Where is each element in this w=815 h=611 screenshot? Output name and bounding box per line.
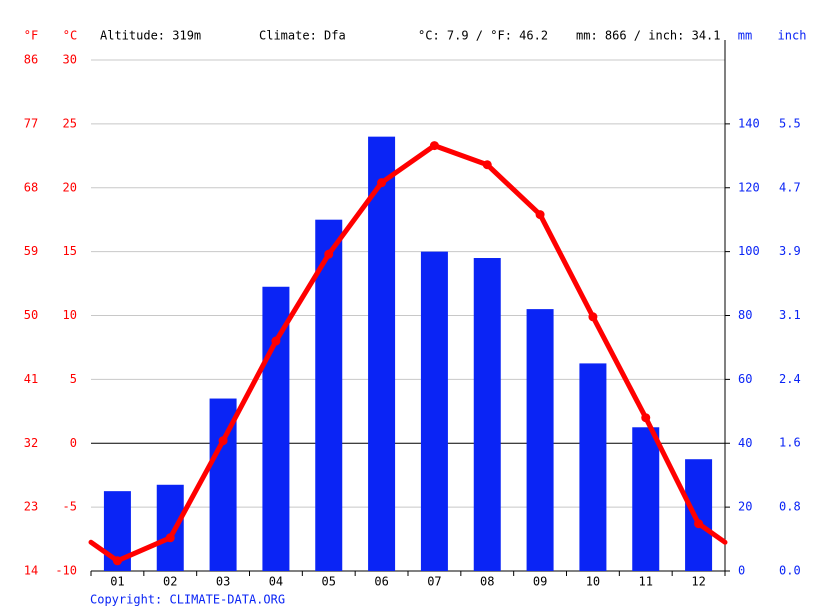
temperature-point [641, 413, 651, 423]
temperature-point [694, 519, 704, 529]
c-tick-label: 5 [70, 372, 77, 386]
inch-tick-label: 2.4 [779, 372, 801, 386]
c-tick-label: -5 [63, 500, 77, 514]
mm-tick-label: 40 [738, 436, 752, 450]
x-tick-label: 03 [216, 575, 230, 589]
line-edge [88, 539, 120, 564]
f-tick-label: 68 [24, 180, 38, 194]
mm-tick-label: 0 [738, 564, 745, 578]
f-tick-label: 14 [24, 564, 38, 578]
c-tick-label: 10 [63, 308, 77, 322]
annotation: Altitude: 319m [100, 29, 201, 43]
bar [315, 219, 343, 571]
x-tick-label: 01 [110, 575, 124, 589]
f-tick-label: 23 [24, 500, 38, 514]
bar [473, 258, 501, 571]
bar [420, 251, 448, 571]
inch-tick-label: 0.8 [779, 500, 801, 514]
temperature-point [535, 210, 545, 220]
c-tick-label: 15 [63, 244, 77, 258]
x-tick-label: 10 [586, 575, 600, 589]
f-axis-label: °F [24, 29, 38, 43]
f-tick-label: 86 [24, 53, 38, 67]
bar [262, 286, 290, 571]
temperature-point [112, 556, 122, 566]
temperature-point [588, 312, 598, 322]
f-tick-label: 59 [24, 244, 38, 258]
f-tick-label: 77 [24, 116, 38, 130]
temperature-point [377, 178, 387, 188]
inch-tick-label: 0.0 [779, 564, 801, 578]
annotation: °C: 7.9 / °F: 46.2 [418, 29, 548, 43]
x-tick-label: 05 [322, 575, 336, 589]
x-tick-label: 08 [480, 575, 494, 589]
c-axis-label: °C [63, 29, 77, 43]
temperature-line [114, 143, 702, 564]
mm-tick-label: 60 [738, 372, 752, 386]
c-tick-label: 25 [63, 116, 77, 130]
inch-tick-label: 3.1 [779, 308, 801, 322]
annotation: Climate: Dfa [259, 29, 346, 43]
bar [156, 484, 184, 571]
x-tick-label: 09 [533, 575, 547, 589]
inch-tick-label: 3.9 [779, 244, 801, 258]
bar [579, 363, 607, 571]
c-tick-label: -10 [55, 564, 77, 578]
c-tick-label: 30 [63, 53, 77, 67]
mm-tick-label: 100 [738, 244, 760, 258]
line-edge [696, 521, 728, 545]
temperature-point [324, 249, 334, 259]
f-tick-label: 32 [24, 436, 38, 450]
x-tick-label: 04 [269, 575, 283, 589]
inch-tick-label: 5.5 [779, 116, 801, 130]
temperature-point [429, 141, 439, 151]
temperature-point [165, 533, 175, 543]
temperature-point [482, 160, 492, 170]
bar [632, 427, 660, 571]
mm-tick-label: 120 [738, 180, 760, 194]
mm-tick-label: 80 [738, 308, 752, 322]
temperature-point [218, 436, 228, 446]
mm-tick-label: 140 [738, 116, 760, 130]
copyright: Copyright: CLIMATE-DATA.ORG [90, 593, 285, 607]
bar [368, 136, 396, 571]
f-tick-label: 50 [24, 308, 38, 322]
mm-axis-label: mm [738, 29, 752, 43]
x-tick-label: 07 [427, 575, 441, 589]
x-tick-label: 11 [639, 575, 653, 589]
inch-tick-label: 1.6 [779, 436, 801, 450]
bar [526, 309, 554, 571]
inch-axis-label: inch [778, 29, 807, 43]
mm-tick-label: 20 [738, 500, 752, 514]
annotation: mm: 866 / inch: 34.1 [576, 29, 721, 43]
x-tick-label: 02 [163, 575, 177, 589]
c-tick-label: 20 [63, 180, 77, 194]
bar [685, 459, 713, 571]
x-tick-label: 06 [374, 575, 388, 589]
inch-tick-label: 4.7 [779, 180, 801, 194]
f-tick-label: 41 [24, 372, 38, 386]
temperature-point [271, 336, 281, 346]
c-tick-label: 0 [70, 436, 77, 450]
x-tick-label: 12 [691, 575, 705, 589]
